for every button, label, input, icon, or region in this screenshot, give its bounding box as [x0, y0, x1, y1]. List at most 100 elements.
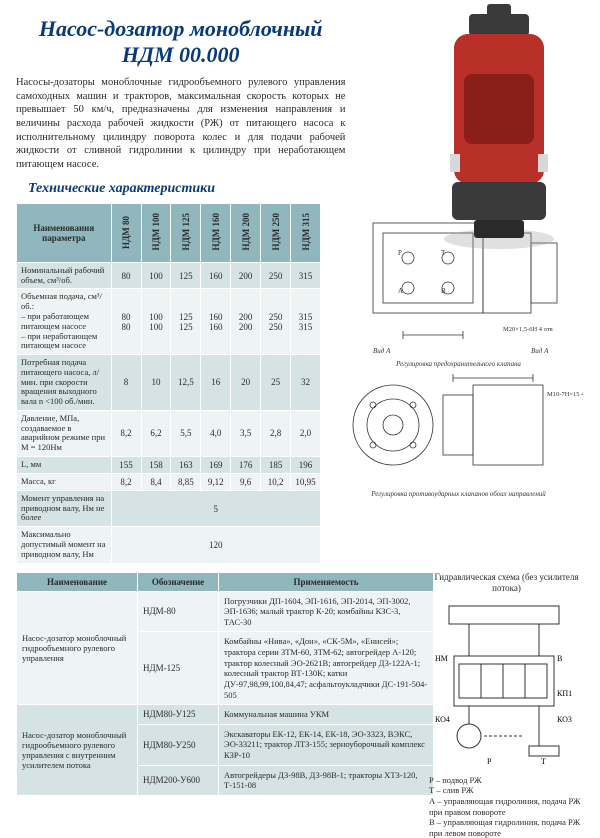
- svg-text:КП1: КП1: [557, 689, 572, 698]
- spec-row-label: Масса, кг: [17, 473, 112, 490]
- spec-cell: 250: [261, 262, 291, 289]
- spec-cell: 185: [261, 456, 291, 473]
- spec-cell: 200: [231, 262, 261, 289]
- spec-row-label: Момент управления на приводном валу, Нм …: [17, 490, 112, 526]
- spec-cell: 25: [261, 355, 291, 411]
- legend-1: Т – слив РЖ: [429, 785, 584, 796]
- spec-cell: 250250: [261, 289, 291, 355]
- spec-cell: 8,85: [171, 473, 201, 490]
- spec-cell: 8: [111, 355, 141, 411]
- apps-app: Комбайны «Нива», «Дон», «СК-5М», «Енисей…: [219, 632, 434, 705]
- spec-row: Номинальный рабочий объем, см³/об.801001…: [17, 262, 321, 289]
- spec-row-label: L, мм: [17, 456, 112, 473]
- svg-text:КО3: КО3: [557, 715, 572, 724]
- svg-text:Вид А: Вид А: [531, 347, 549, 355]
- hydraulic-schematic: НМ B КО4 КО3 КП1 P T: [429, 596, 584, 766]
- apps-code: НДМ-125: [138, 632, 219, 705]
- spec-cell: 16: [201, 355, 231, 411]
- apps-app: Погрузчики ДП-1604, ЭП-1616, ЭП-2014, ЭП…: [219, 591, 434, 632]
- spec-param-header: Наименования параметра: [17, 204, 112, 262]
- spec-cell: 10: [141, 355, 171, 411]
- svg-text:М10-7Н×15 4 отв: М10-7Н×15 4 отв: [547, 391, 583, 398]
- drawing-note2: Регулировка противоударных клапанов обои…: [333, 490, 584, 498]
- spec-cell: 315: [291, 262, 321, 289]
- apps-name: Насос-дозатор моноблочный гидрообъемного…: [17, 705, 138, 796]
- apps-h2: Применяемость: [219, 572, 434, 591]
- apps-name: Насос-дозатор моноблочный гидрообъемного…: [17, 591, 138, 705]
- spec-col-0: НДМ 80: [111, 204, 141, 262]
- spec-cell: 176: [231, 456, 261, 473]
- spec-cell: 160: [201, 262, 231, 289]
- svg-text:P: P: [487, 757, 492, 766]
- spec-cell: 5,5: [171, 410, 201, 456]
- spec-col-2: НДМ 125: [171, 204, 201, 262]
- spec-row-label: Объемная подача, см³/об.:– при работающе…: [17, 289, 112, 355]
- apps-row: Насос-дозатор моноблочный гидрообъемного…: [17, 591, 434, 632]
- svg-text:КО4: КО4: [435, 715, 450, 724]
- spec-cell: 200200: [231, 289, 261, 355]
- schematic-block: Гидравлическая схема (без усилителя пото…: [429, 572, 584, 838]
- page-title: Насос-дозатор моноблочный НДМ 00.000: [16, 16, 345, 68]
- spec-cell: 20: [231, 355, 261, 411]
- spec-cell: 163: [171, 456, 201, 473]
- spec-cell: 4,0: [201, 410, 231, 456]
- apps-app: Коммунальная машина УКМ: [219, 705, 434, 725]
- svg-text:B: B: [557, 654, 562, 663]
- spec-col-4: НДМ 200: [231, 204, 261, 262]
- apps-code: НДМ200-У600: [138, 765, 219, 795]
- spec-col-5: НДМ 250: [261, 204, 291, 262]
- spec-cell: 125: [171, 262, 201, 289]
- spec-cell: 12,5: [171, 355, 201, 411]
- apps-app: Автогрейдеры ДЗ-98В, ДЗ-98В-1; тракторы …: [219, 765, 434, 795]
- applications-table: Наименование Обозначение Применяемость Н…: [16, 572, 434, 796]
- spec-cell: 8080: [111, 289, 141, 355]
- spec-row: Момент управления на приводном валу, Нм …: [17, 490, 321, 526]
- spec-cell: 6,2: [141, 410, 171, 456]
- spec-row: L, мм155158163169176185196: [17, 456, 321, 473]
- spec-cell: 3,5: [231, 410, 261, 456]
- spec-row-label: Потребная подача питающего насоса, л/мин…: [17, 355, 112, 411]
- spec-cell: 8,4: [141, 473, 171, 490]
- apps-code: НДМ80-У125: [138, 705, 219, 725]
- spec-row-label: Давление, МПа, создаваемое в аварийном р…: [17, 410, 112, 456]
- spec-cell: 100: [141, 262, 171, 289]
- spec-row: Объемная подача, см³/об.:– при работающе…: [17, 289, 321, 355]
- legend-0: Р – подвод РЖ: [429, 775, 584, 786]
- spec-cell: 10,2: [261, 473, 291, 490]
- spec-cell: 196: [291, 456, 321, 473]
- spec-cell: 9,6: [231, 473, 261, 490]
- svg-text:М20×1,5-6Н 4 отв: М20×1,5-6Н 4 отв: [503, 326, 553, 333]
- spec-cell: 10,95: [291, 473, 321, 490]
- spec-row: Давление, МПа, создаваемое в аварийном р…: [17, 410, 321, 456]
- product-photo: [414, 4, 584, 254]
- svg-text:Вид А: Вид А: [373, 347, 391, 355]
- spec-cell: 9,12: [201, 473, 231, 490]
- spec-cell: 160160: [201, 289, 231, 355]
- svg-text:A: A: [398, 287, 403, 295]
- spec-row: Максимально допустимый момент на приводн…: [17, 527, 321, 563]
- svg-text:T: T: [541, 757, 546, 766]
- spec-col-1: НДМ 100: [141, 204, 171, 262]
- spec-cell: 125125: [171, 289, 201, 355]
- spec-cell: 169: [201, 456, 231, 473]
- spec-cell: 8,2: [111, 410, 141, 456]
- drawing-note1: Регулировка предохранительного клапана: [333, 360, 584, 368]
- spec-col-3: НДМ 160: [201, 204, 231, 262]
- spec-row-label: Максимально допустимый момент на приводн…: [17, 527, 112, 563]
- spec-row-label: Номинальный рабочий объем, см³/об.: [17, 262, 112, 289]
- spec-col-6: НДМ 315: [291, 204, 321, 262]
- svg-text:НМ: НМ: [435, 654, 448, 663]
- schematic-title: Гидравлическая схема (без усилителя пото…: [429, 572, 584, 595]
- apps-app: Экскаваторы ЕК-12, ЕК-14, ЕК-18, ЭО-3323…: [219, 724, 434, 765]
- svg-text:P: P: [398, 249, 402, 257]
- svg-text:B: B: [441, 287, 446, 295]
- spec-cell: 5: [111, 490, 320, 526]
- spec-row: Масса, кг8,28,48,859,129,610,210,95: [17, 473, 321, 490]
- title-line1: Насос-дозатор моноблочный: [39, 16, 323, 41]
- spec-cell: 120: [111, 527, 320, 563]
- spec-cell: 155: [111, 456, 141, 473]
- apps-code: НДМ80-У250: [138, 724, 219, 765]
- title-line2: НДМ 00.000: [16, 42, 345, 68]
- spec-cell: 315315: [291, 289, 321, 355]
- apps-row: Насос-дозатор моноблочный гидрообъемного…: [17, 705, 434, 725]
